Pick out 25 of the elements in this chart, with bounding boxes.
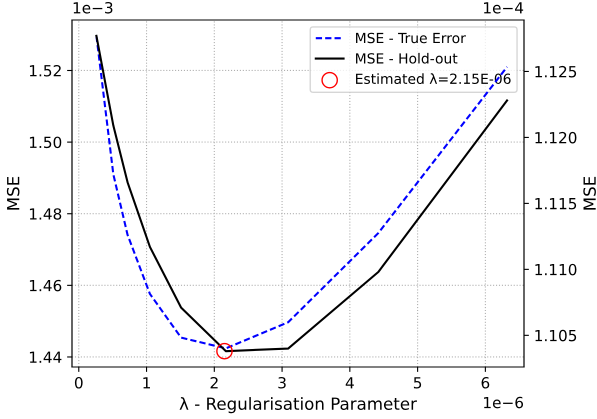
text: 1e−3 xyxy=(74,2,112,14)
x-tick-label: 5 xyxy=(414,377,422,389)
y-tick-label: 1.48 xyxy=(30,208,62,220)
legend-label: MSE - Hold-out xyxy=(356,52,458,64)
x-tick-label: 6 xyxy=(482,376,490,389)
y2-tick-label: 1.115 xyxy=(535,198,576,210)
y2-tick-label: 1.125 xyxy=(535,66,576,78)
x-axis-title: λ - Regularisation Parameter xyxy=(180,397,417,414)
y2-tick-label: 1.120 xyxy=(535,132,576,144)
legend-label: MSE - True Error xyxy=(356,32,466,44)
y-tick-label: 1.50 xyxy=(30,136,62,148)
y2-tick-label: 1.105 xyxy=(535,330,576,342)
y-tick-label: 1.52 xyxy=(30,64,61,77)
x-tick-label: 3 xyxy=(278,376,286,389)
y-tick-label: 1.44 xyxy=(30,352,62,363)
x-tick-label: 2 xyxy=(210,376,218,388)
y-axis-title: MSE xyxy=(6,176,20,210)
text: 1e−6 xyxy=(484,396,524,408)
text: 1e−4 xyxy=(484,2,524,14)
y-tick-label: 1.46 xyxy=(30,280,62,292)
x-tick-label: 0 xyxy=(74,376,83,389)
x-tick-label: 4 xyxy=(346,377,354,388)
y2-axis-title: MSE xyxy=(583,176,596,210)
x-tick-label: 1 xyxy=(143,377,150,388)
y2-tick-label: 1.110 xyxy=(535,264,576,276)
